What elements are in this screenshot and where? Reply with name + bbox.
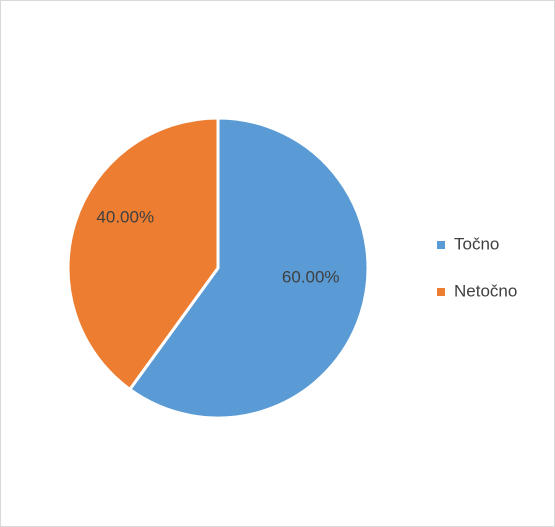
legend-swatch (437, 241, 445, 249)
pie-slice (66, 116, 220, 392)
legend-swatch (437, 288, 445, 296)
legend-label: Netočno (454, 281, 517, 300)
data-label: 40.00% (96, 207, 154, 226)
data-label: 60.00% (282, 268, 340, 287)
legend-label: Točno (454, 234, 499, 253)
pie-slice (127, 116, 370, 420)
